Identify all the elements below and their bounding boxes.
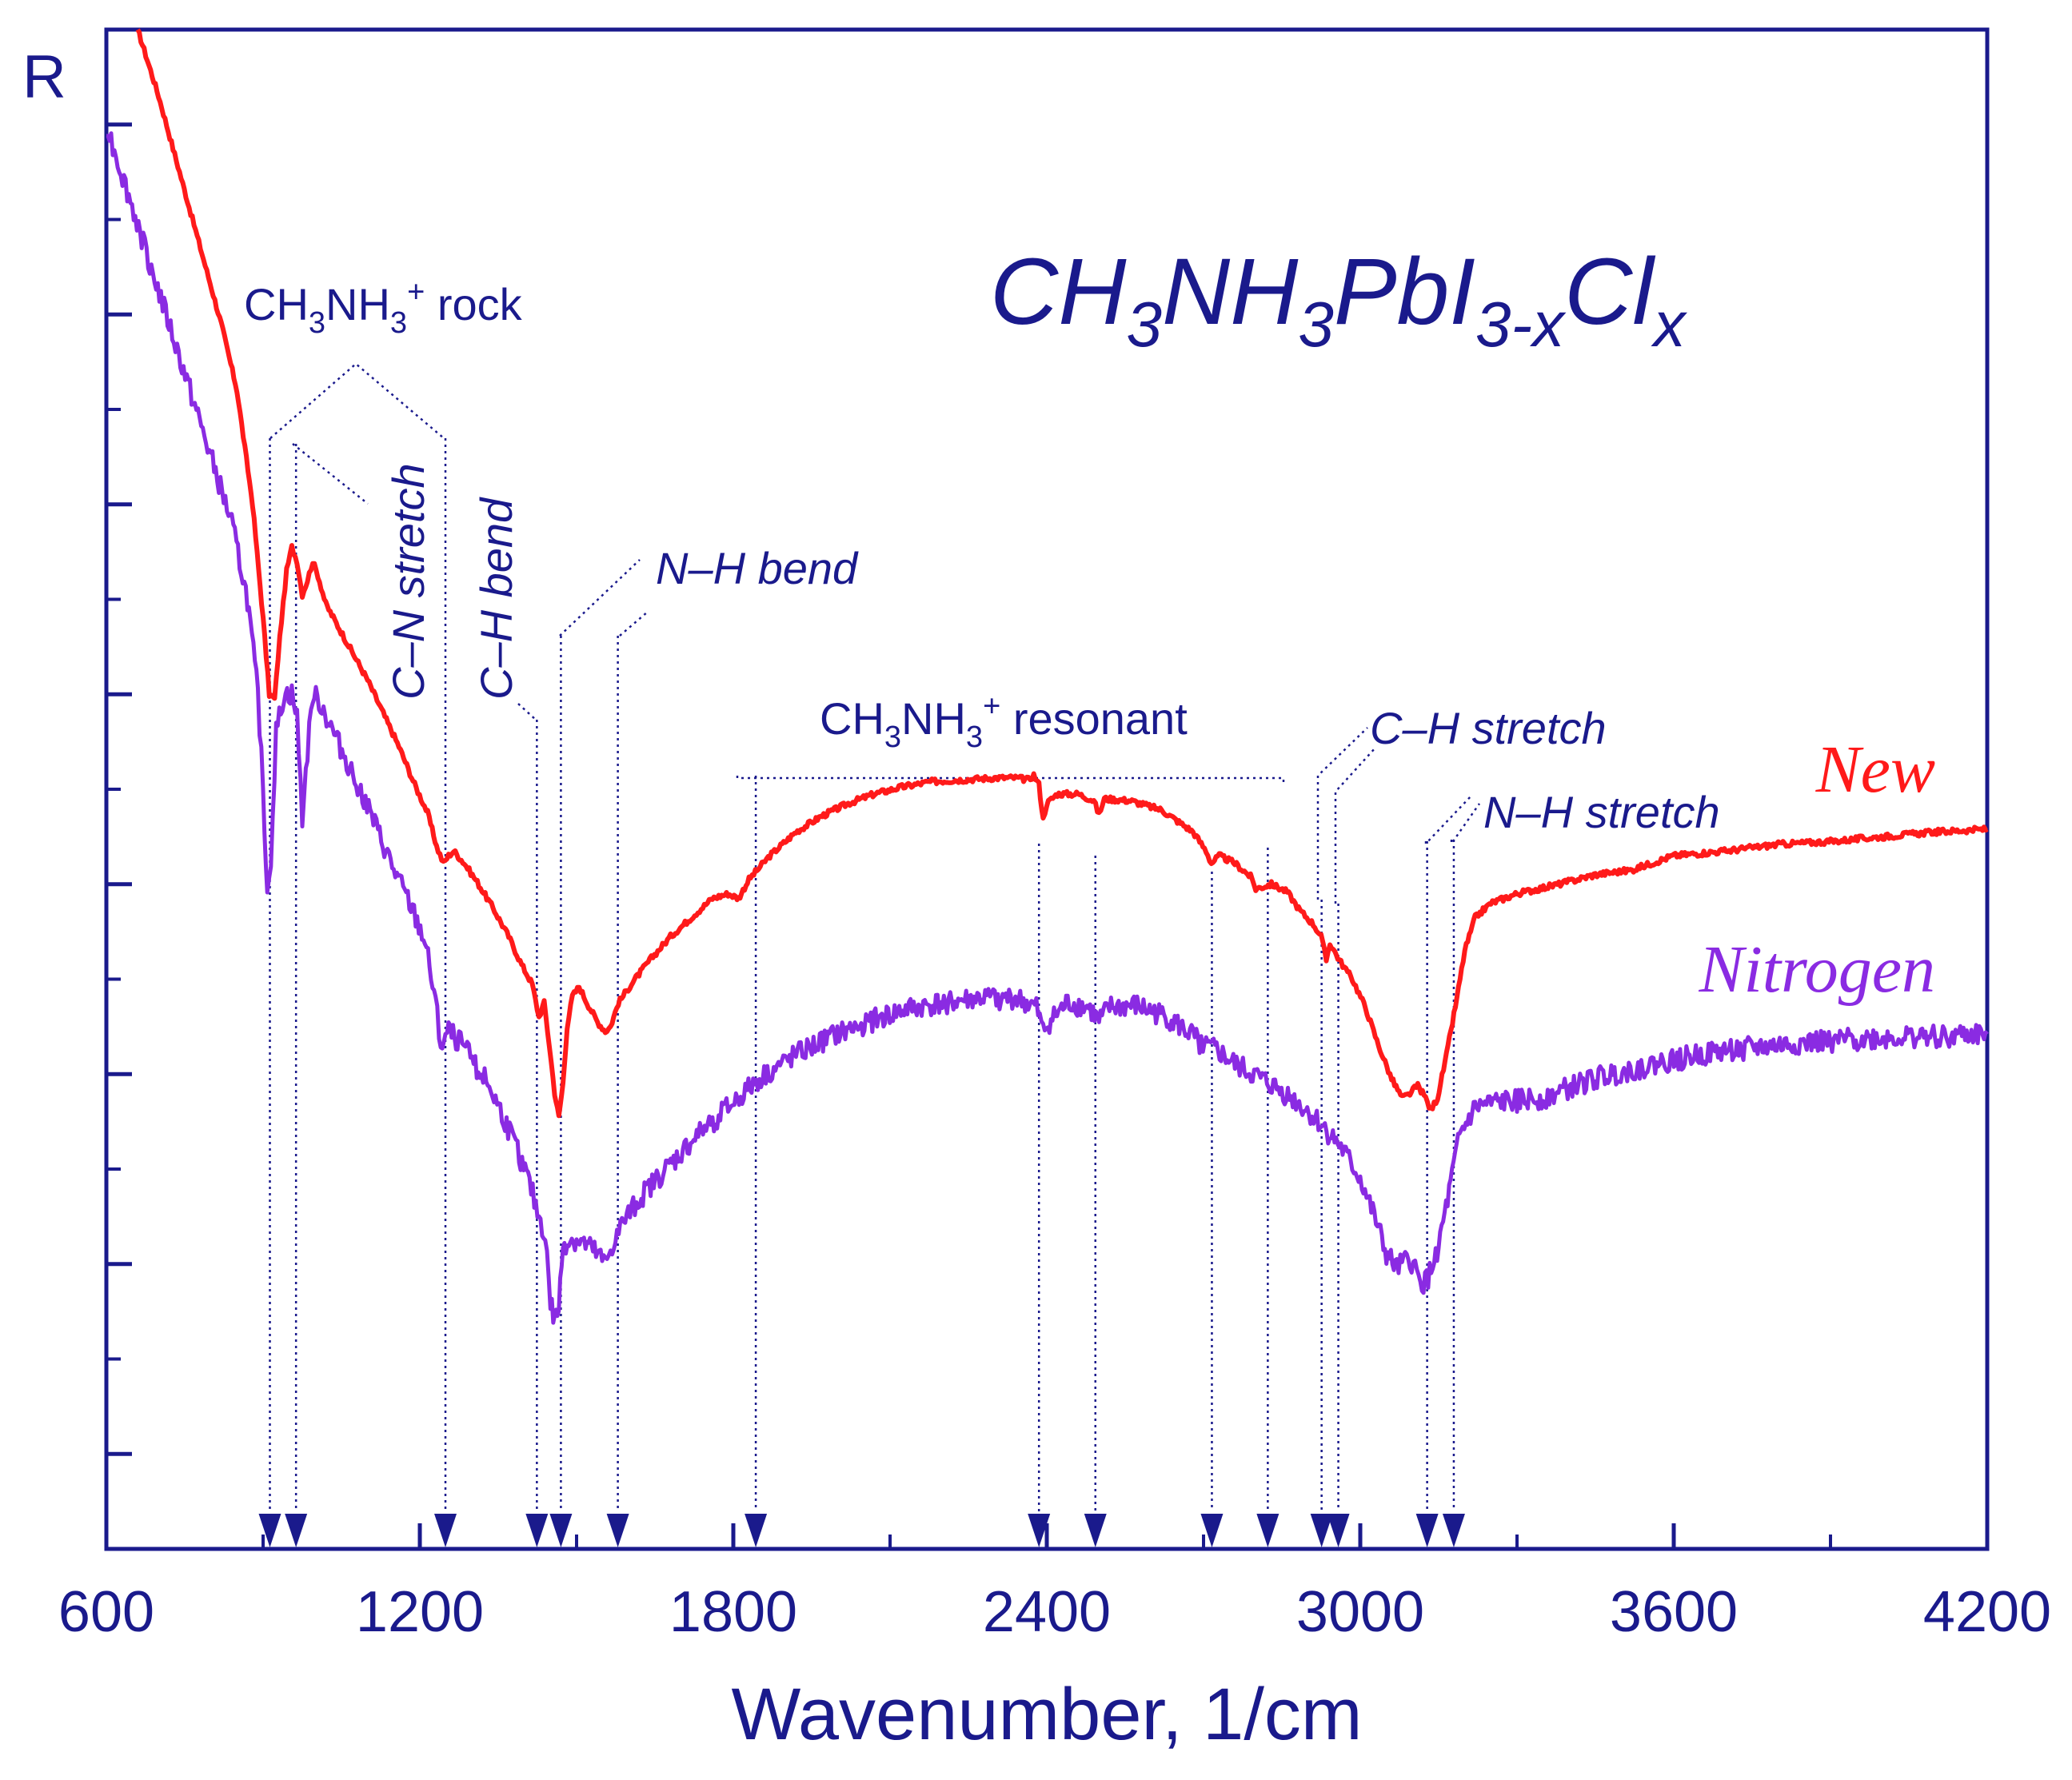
annotation-nh-bend: N–H bend <box>656 543 859 593</box>
title-part: Cl <box>1564 239 1655 345</box>
annotation-leader <box>269 362 445 439</box>
x-axis-label: Wavenumber, 1/cm <box>731 1674 1362 1755</box>
ann-sup: + <box>407 276 425 309</box>
annotation-cn-stretch: C–N stretch <box>383 463 433 700</box>
title-part: CH <box>990 239 1127 345</box>
peak-marker-triangle <box>606 1514 629 1547</box>
ann-part: CH <box>820 693 884 744</box>
x-tick-label: 1200 <box>356 1580 484 1644</box>
annotation-leader <box>619 611 649 637</box>
title-subscript: x <box>1651 289 1688 360</box>
peak-marker-triangle <box>1415 1514 1439 1547</box>
legend-label-nitrogen: Nitrogen <box>1698 932 1935 1007</box>
annotation-rock: CH3NH3+ rock <box>244 276 523 340</box>
ann-sub: 3 <box>390 306 407 340</box>
peak-marker-triangle <box>434 1514 457 1547</box>
axis-ticks <box>104 122 1990 1549</box>
annotation-leader <box>1450 803 1481 847</box>
x-tick-label: 1800 <box>669 1580 797 1644</box>
ann-part: NH <box>901 693 966 744</box>
annotation-leader <box>1424 795 1472 847</box>
peak-marker-triangle <box>549 1514 573 1547</box>
peak-marker-triangle <box>1327 1514 1350 1547</box>
x-tick-label: 600 <box>58 1580 154 1644</box>
annotation-lines <box>269 362 1481 1511</box>
ann-sub: 3 <box>966 720 983 754</box>
legend-label-new: New <box>1815 732 1935 807</box>
chart-title: CH3NH3PbI3-xClx <box>990 239 1688 360</box>
x-tick-label: 4200 <box>1923 1580 2051 1644</box>
annotation-leader <box>517 703 537 720</box>
title-subscript: 3 <box>1298 289 1334 360</box>
peak-marker-triangle <box>1028 1514 1051 1547</box>
title-part: NH <box>1162 239 1299 345</box>
ann-sup: + <box>983 690 1000 724</box>
annotation-leader <box>559 559 641 637</box>
peak-marker-triangle <box>285 1514 308 1547</box>
annotation-resonant: CH3NH3+ resonant <box>820 690 1188 754</box>
x-tick-labels: 600 1200 1800 2400 3000 3600 4200 <box>58 1580 2051 1644</box>
peak-marker-triangle <box>1084 1514 1107 1547</box>
ann-sub: 3 <box>884 720 901 754</box>
annotation-leader <box>1316 727 1368 900</box>
annotation-nh-stretch: N–H stretch <box>1483 787 1720 837</box>
annotation-ch-bend: C–H bend <box>471 497 521 700</box>
peak-marker-triangle <box>1442 1514 1465 1547</box>
title-part: PbI <box>1334 239 1475 345</box>
ann-part: NH <box>325 279 390 329</box>
x-tick-label: 2400 <box>983 1580 1111 1644</box>
title-subscript: 3 <box>1126 289 1162 360</box>
legend: New Nitrogen <box>1698 732 1935 1007</box>
annotation-leader <box>292 443 369 505</box>
peak-marker-triangle <box>525 1514 549 1547</box>
annotation-leader <box>1334 747 1376 904</box>
series-line-new <box>135 28 1989 1119</box>
y-axis-label: R <box>22 43 66 111</box>
x-tick-label: 3600 <box>1610 1580 1738 1644</box>
series-layer <box>106 28 1989 1325</box>
ann-sub: 3 <box>309 306 325 340</box>
series-line-nitrogen <box>106 131 1989 1325</box>
peak-marker-triangle <box>1256 1514 1280 1547</box>
annotation-ch-stretch: C–H stretch <box>1370 703 1607 753</box>
ann-part: resonant <box>1000 693 1188 744</box>
peak-marker-triangle <box>1200 1514 1224 1547</box>
peak-marker-triangle <box>258 1514 281 1547</box>
ann-part: CH <box>244 279 309 329</box>
x-tick-label: 3000 <box>1296 1580 1424 1644</box>
title-subscript: 3-x <box>1475 289 1567 360</box>
peak-markers <box>258 1514 1465 1547</box>
ann-part: rock <box>425 279 522 329</box>
peak-marker-triangle <box>745 1514 768 1547</box>
peak-marker-triangle <box>1310 1514 1333 1547</box>
